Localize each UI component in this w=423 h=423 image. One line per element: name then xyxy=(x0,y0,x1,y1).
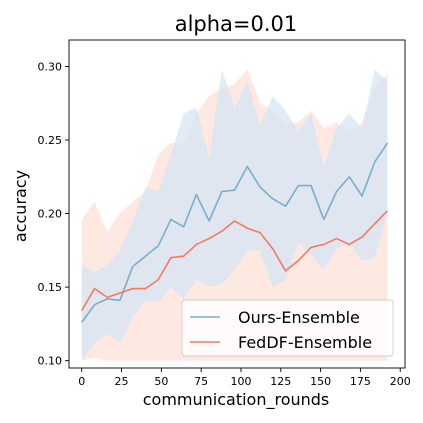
legend-box xyxy=(181,299,394,357)
y-tick-label: 0.30 xyxy=(38,60,63,73)
x-tick-label: 50 xyxy=(154,375,168,388)
x-tick-label: 100 xyxy=(230,375,251,388)
y-tick-label: 0.15 xyxy=(38,281,63,294)
x-tick-label: 25 xyxy=(115,375,129,388)
y-tick-label: 0.10 xyxy=(38,355,63,368)
y-axis-title: accuracy xyxy=(11,170,30,242)
x-axis-title: communication_rounds xyxy=(143,390,330,410)
y-tick-label: 0.20 xyxy=(38,208,63,221)
x-tick-label: 0 xyxy=(78,375,85,388)
plot-frame xyxy=(68,39,406,369)
legend: Ours-Ensemble FedDF-Ensemble xyxy=(181,299,394,357)
series-lines xyxy=(81,142,389,323)
x-tick-label: 150 xyxy=(310,375,331,388)
axes: 0 25 50 75 100 125 150 175 200 0.10 0.15 0.20 0.25 0.… xyxy=(38,39,411,388)
line-series-1 xyxy=(81,142,389,323)
y-tick-label: 0.25 xyxy=(38,134,63,147)
x-tick-label: 175 xyxy=(350,375,371,388)
line-series-2 xyxy=(81,210,389,312)
confidence-bands xyxy=(81,69,388,361)
x-tick-label: 75 xyxy=(194,375,208,388)
chart-title: alpha=0.01 xyxy=(175,12,298,36)
legend-label: Ours-Ensemble xyxy=(238,308,360,327)
x-tick-label: 125 xyxy=(270,375,291,388)
legend-label: FedDF-Ensemble xyxy=(238,333,372,352)
band-series-1 xyxy=(81,69,388,361)
x-tick-label: 200 xyxy=(390,375,411,388)
